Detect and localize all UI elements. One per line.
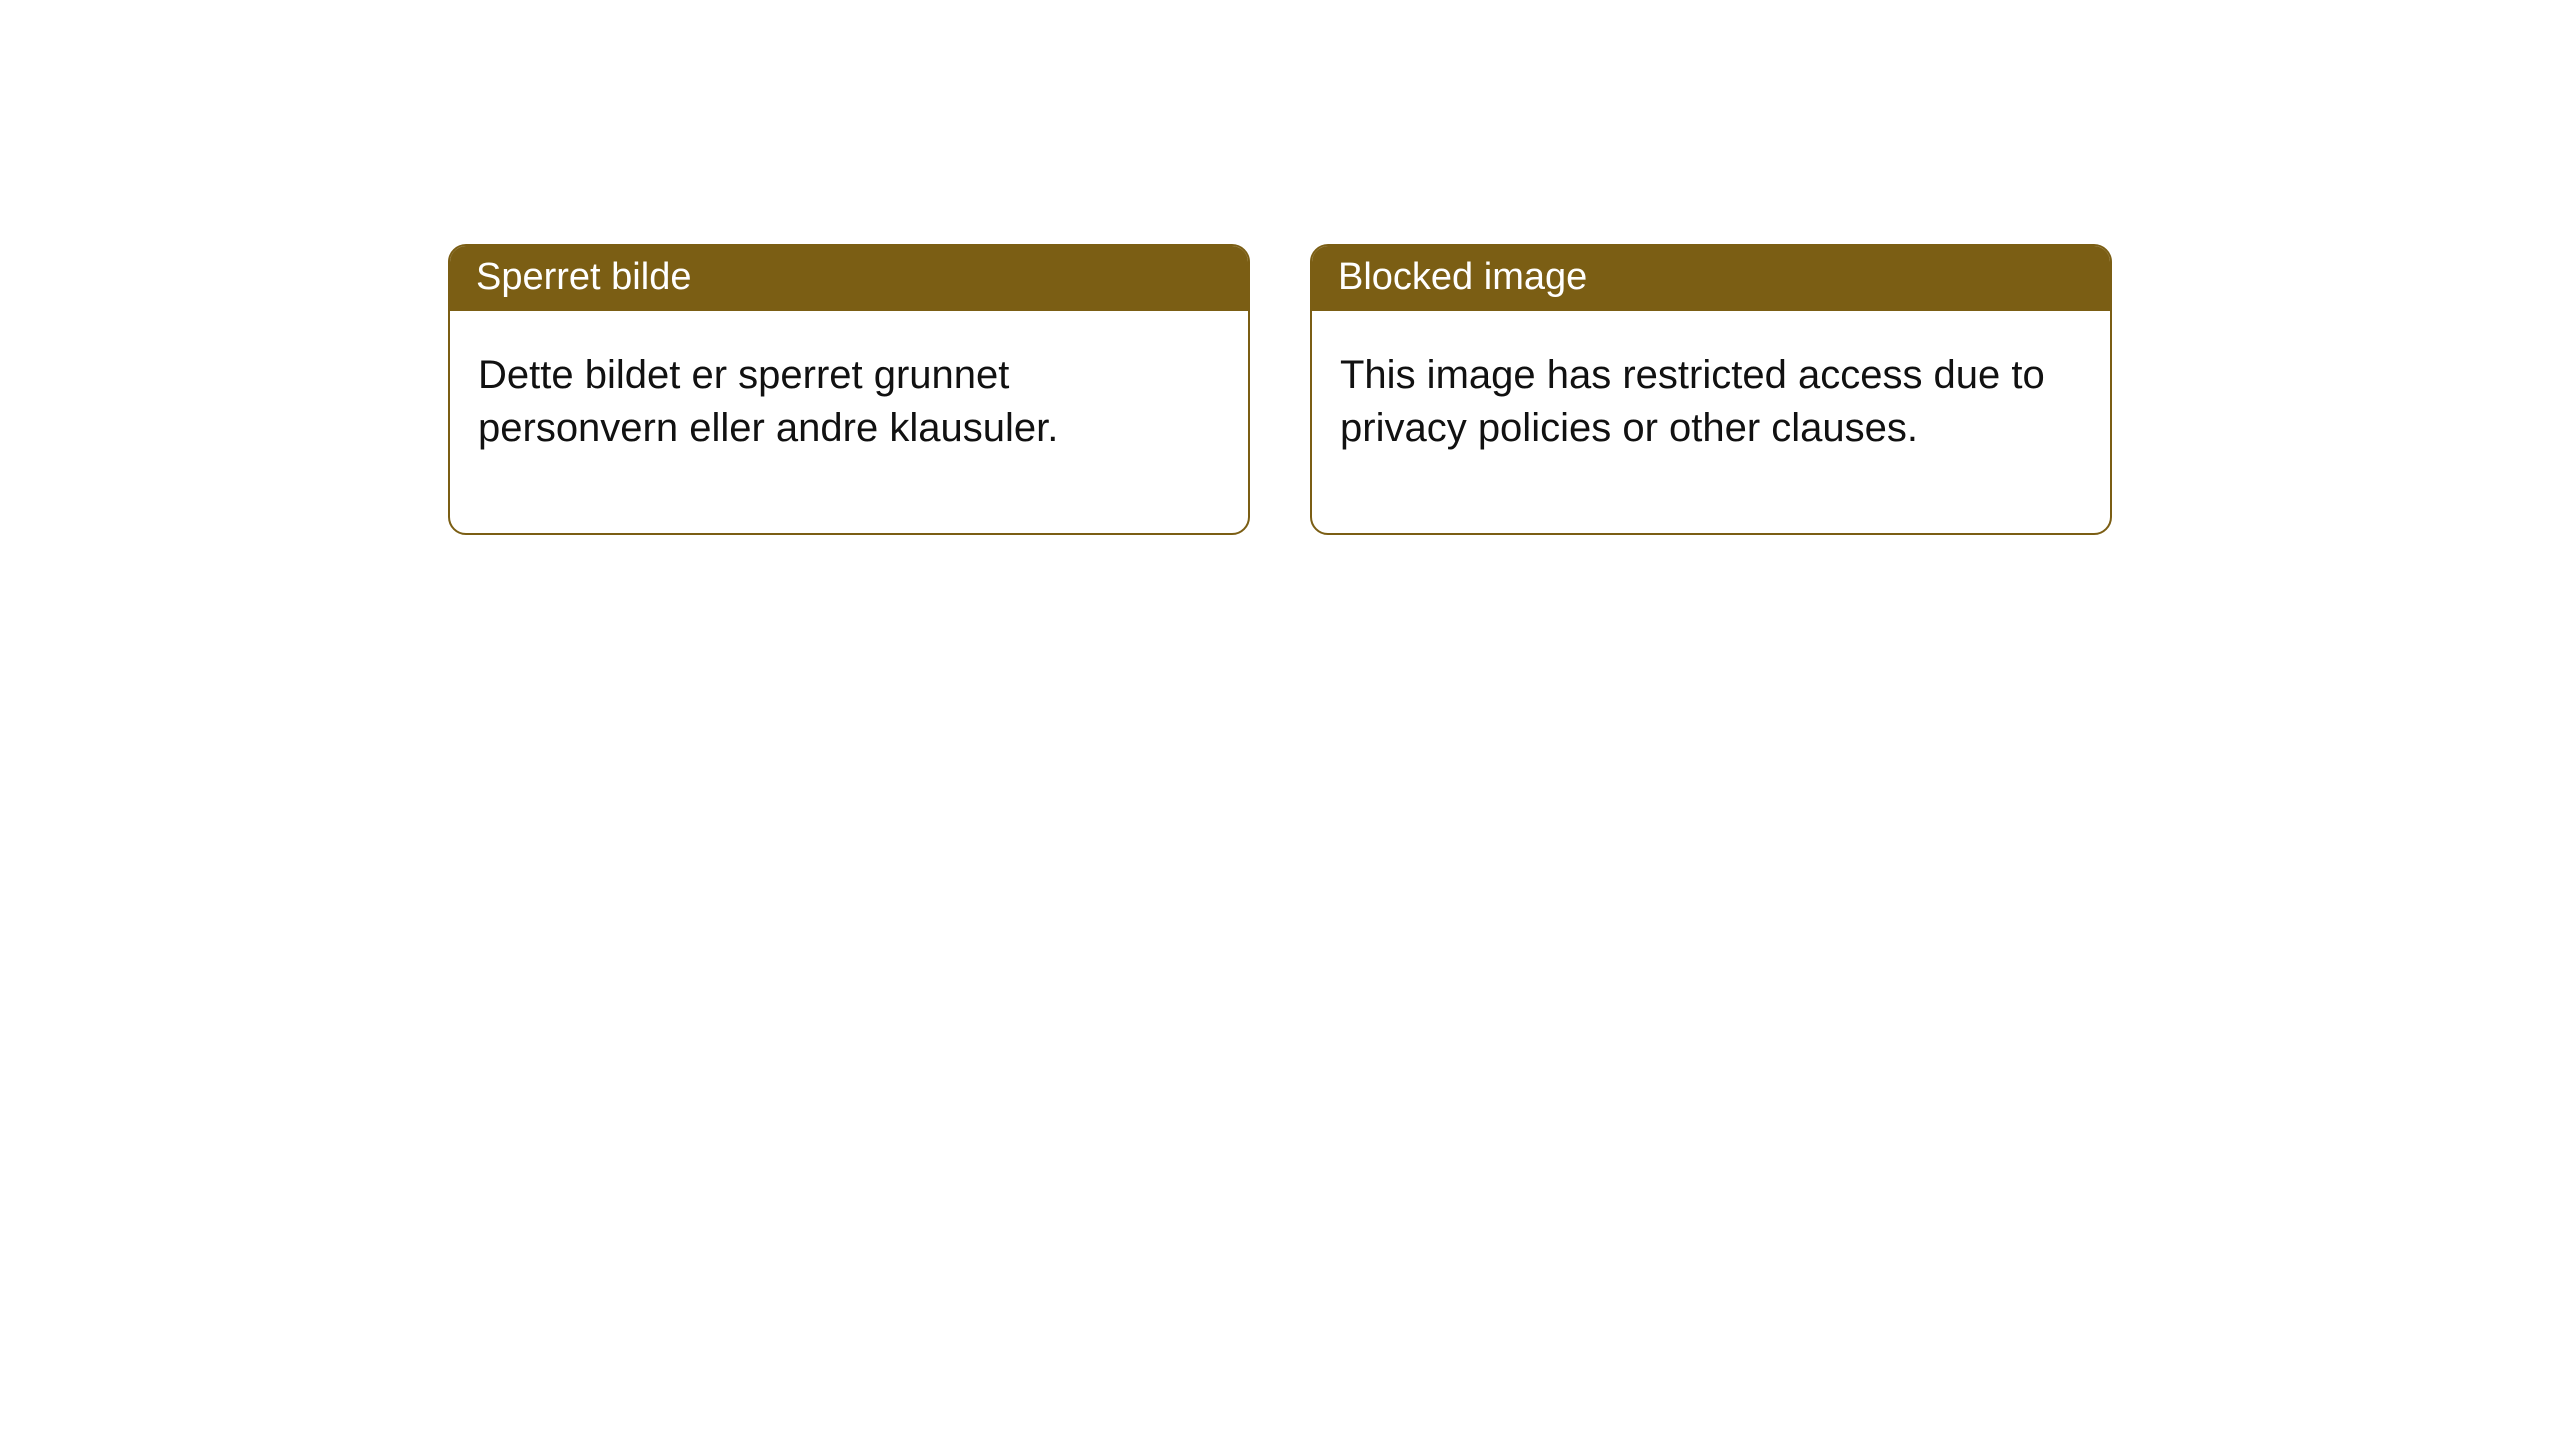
blocked-image-card-en: Blocked image This image has restricted …: [1310, 244, 2112, 535]
card-title-en: Blocked image: [1312, 246, 2110, 311]
card-body-en: This image has restricted access due to …: [1312, 311, 2110, 533]
notice-container: Sperret bilde Dette bildet er sperret gr…: [0, 0, 2560, 535]
blocked-image-card-no: Sperret bilde Dette bildet er sperret gr…: [448, 244, 1250, 535]
card-title-no: Sperret bilde: [450, 246, 1248, 311]
card-body-no: Dette bildet er sperret grunnet personve…: [450, 311, 1248, 533]
